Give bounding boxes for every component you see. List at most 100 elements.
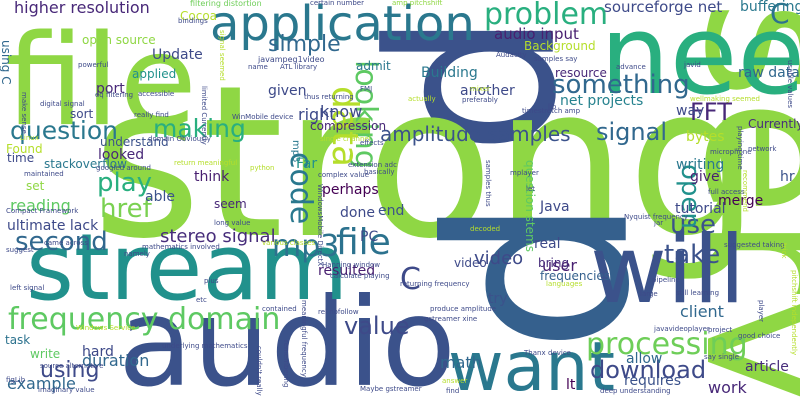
cloud-word: Currently	[748, 117, 800, 131]
cloud-word: return meaningful	[174, 159, 238, 167]
cloud-word: plus	[204, 277, 219, 285]
cloud-word: preferably	[462, 96, 498, 104]
cloud-word: take	[664, 240, 721, 270]
cloud-word: right	[298, 105, 336, 124]
cloud-word: example	[7, 374, 76, 393]
cloud-word: find	[446, 387, 460, 395]
cloud-word: playing time	[736, 126, 744, 170]
cloud-word: still learning	[676, 289, 720, 297]
cloud-word: video	[474, 248, 524, 269]
cloud-word: sourceforge net	[604, 0, 723, 16]
cloud-word: Far	[296, 156, 318, 172]
cloud-word: basically	[364, 168, 395, 176]
cloud-word: javid	[684, 61, 701, 69]
cloud-word: strong	[92, 40, 761, 285]
cloud-word: mplayer	[510, 169, 539, 177]
cloud-word: reading	[10, 196, 71, 215]
cloud-word: making	[153, 114, 246, 143]
cloud-word: download	[590, 356, 707, 384]
cloud-word: processing	[586, 327, 748, 362]
cloud-word: applied	[132, 67, 177, 81]
cloud-word: will	[590, 216, 746, 325]
cloud-word: meaningful frequency	[300, 300, 308, 377]
cloud-word: real	[534, 236, 561, 252]
cloud-word: make sense	[20, 92, 28, 134]
cloud-word: answer	[442, 377, 468, 385]
cloud-word: hard	[82, 344, 114, 360]
cloud-word: maintained	[24, 170, 64, 178]
cloud-word: limited Currently	[200, 86, 208, 145]
cloud-word: audio	[118, 272, 457, 400]
cloud-word: another	[460, 83, 515, 99]
cloud-word: name	[248, 63, 268, 71]
cloud-word: play	[97, 168, 153, 198]
cloud-word: frequency domain	[8, 302, 281, 337]
cloud-word: compression	[310, 119, 387, 133]
cloud-word: C	[400, 262, 421, 297]
cloud-word: able	[145, 189, 175, 205]
cloud-word: complex value	[318, 171, 370, 179]
cloud-word: understand	[100, 135, 169, 149]
cloud-word: raw data	[738, 65, 800, 81]
cloud-word: say single	[704, 353, 740, 361]
cloud-word: googled around	[96, 164, 151, 172]
cloud-word: project	[708, 326, 733, 334]
cloud-word: bring	[538, 256, 570, 270]
cloud-word: stackoverflow	[44, 157, 127, 171]
cloud-word: WinMobile device	[232, 113, 294, 121]
cloud-word: jar	[654, 219, 664, 227]
cloud-word: frequencies	[540, 269, 611, 283]
cloud-word: time	[7, 151, 35, 165]
cloud-word: ATL library	[280, 63, 318, 71]
cloud-word: Cocoa	[180, 9, 218, 23]
cloud-word: know	[320, 102, 363, 121]
cloud-word: user	[542, 256, 577, 275]
cloud-word: problem	[484, 0, 609, 32]
cloud-word: given	[268, 83, 307, 99]
cloud-word: Update	[152, 47, 203, 63]
cloud-word: bindings	[178, 17, 208, 25]
cloud-word: using C	[0, 40, 13, 85]
cloud-word: returning frequency	[400, 280, 470, 288]
cloud-word: let	[526, 185, 535, 193]
cloud-word: pitchshift independently	[790, 270, 798, 356]
cloud-word: javavideoplayer	[654, 325, 710, 333]
cloud-word: signal	[596, 118, 667, 146]
cloud-word: open source	[82, 33, 156, 47]
cloud-word: timestretch amp	[522, 107, 581, 115]
cloud-word: actually	[408, 95, 436, 103]
cloud-word: samples thus	[484, 160, 492, 207]
cloud-word: digital signal	[40, 100, 85, 108]
cloud-word: higher resolution	[14, 0, 150, 17]
cloud-word: seem	[214, 197, 247, 211]
cloud-word: contained	[262, 305, 297, 313]
cloud-word: simple	[268, 32, 341, 57]
cloud-word: file	[5, 7, 197, 154]
cloud-word: deep understanding	[600, 387, 671, 395]
cloud-word: admit	[356, 59, 391, 73]
cloud-word: resulted	[318, 263, 376, 279]
cloud-word: Java	[540, 199, 570, 215]
cloud-word: javampeg1video	[258, 55, 325, 64]
cloud-word: single channel	[320, 135, 371, 143]
cloud-word: value	[344, 312, 410, 340]
cloud-word: file	[336, 222, 391, 263]
cloud-word: gstreamer xine	[424, 315, 478, 323]
cloud-word: pipeline	[652, 276, 680, 284]
cloud-word: usable values	[786, 60, 794, 109]
cloud-word: mathematics involved	[142, 243, 220, 251]
cloud-word: looked	[98, 147, 145, 163]
cloud-word: application	[210, 0, 475, 52]
cloud-word: href	[100, 194, 152, 224]
cloud-word: suggested taking	[724, 241, 785, 249]
cloud-word: second	[15, 227, 108, 257]
cloud-word: audio input	[494, 25, 579, 43]
cloud-word: amp pitchshift	[392, 0, 443, 7]
cloud-word: PC	[360, 229, 379, 245]
cloud-word: came across	[44, 239, 88, 247]
cloud-word: video	[454, 256, 487, 270]
cloud-word: network	[748, 145, 777, 153]
cloud-word: rel nofollow	[318, 308, 359, 316]
cloud-word: ultimate lack	[7, 218, 99, 234]
